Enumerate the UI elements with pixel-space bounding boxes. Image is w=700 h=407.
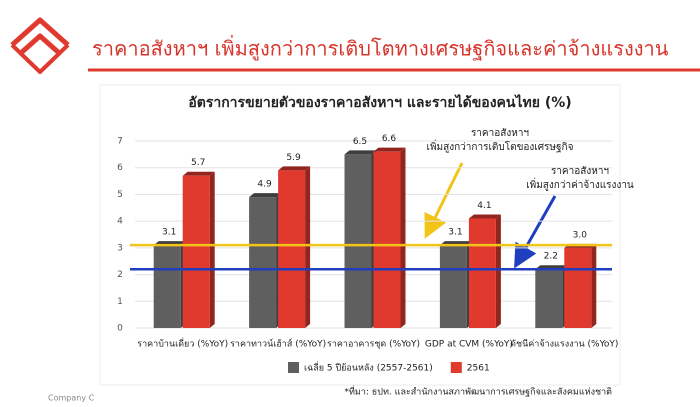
annotation: ราคาอสังหาฯ [551, 166, 609, 177]
bar-top [373, 147, 406, 152]
bar [278, 170, 306, 328]
bar [249, 197, 277, 328]
y-tick-label: 2 [117, 270, 123, 280]
y-tick-label: 3 [117, 243, 123, 253]
arrow [424, 162, 464, 239]
value-label: 3.1 [448, 228, 462, 238]
bar [373, 151, 401, 328]
value-label: 5.9 [286, 153, 301, 163]
bar-top [182, 171, 215, 176]
bar-top [249, 193, 282, 198]
bar-top [468, 214, 501, 219]
y-tick-label: 5 [117, 190, 123, 200]
x-tick-label: ราคาอาคารชุด (%YoY) [327, 340, 420, 350]
value-label: 6.6 [382, 134, 397, 144]
bar-side [305, 166, 311, 328]
bar [344, 154, 372, 328]
bar [468, 218, 496, 328]
value-label: 3.1 [162, 228, 176, 238]
bar [182, 175, 210, 328]
bar [564, 247, 592, 328]
x-tick-label: ดัชนีค่าจ้างแรงงาน (%YoY) [510, 339, 618, 350]
company: Company C [48, 394, 95, 403]
value-label: 4.1 [477, 201, 491, 211]
y-tick-label: 7 [117, 137, 123, 147]
y-tick-label: 1 [117, 297, 123, 307]
slide-title: ราคาอสังหาฯ เพิ่มสูงกว่าการเติบโตทางเศรษ… [92, 35, 669, 62]
x-tick-label: GDP at CVM (%YoY) [425, 340, 513, 350]
value-label: 6.5 [353, 137, 367, 147]
legend-swatch [450, 362, 462, 373]
x-tick-label: ราคาบ้านเดี่ยว (%YoY) [137, 337, 228, 350]
legend-swatch [288, 362, 299, 373]
source-note: *ที่มา: ธปท. และสำนักงานสภาพัฒนาการเศรษฐ… [344, 385, 612, 398]
legend-label: เฉลี่ย 5 ปีย้อนหลัง (2557-2561) [304, 361, 433, 374]
bar [535, 269, 563, 328]
annotation: ราคาอสังหาฯ [471, 128, 529, 139]
bar-side [495, 214, 501, 328]
bar-top [344, 150, 377, 155]
y-tick-label: 0 [117, 324, 123, 334]
value-label: 5.7 [191, 158, 205, 168]
bar-side [591, 243, 597, 328]
value-label: 4.9 [257, 180, 272, 190]
annotation: เพิ่มสูงกว่าการเติบโตของเศรษฐกิจ [427, 139, 574, 153]
legend-label: 2561 [467, 364, 490, 374]
annotation: เพิ่มสูงกว่าค่าจ้างแรงงาน [526, 177, 634, 191]
chart-title: อัตราการขยายตัวของราคาอสังหาฯ และรายได้ข… [188, 93, 571, 111]
bar-side [400, 147, 406, 328]
bar-top [278, 166, 311, 171]
value-label: 3.0 [573, 230, 588, 240]
y-tick-label: 4 [117, 217, 123, 227]
bar-side [209, 171, 215, 328]
bar [153, 245, 181, 328]
value-label: 2.2 [544, 252, 558, 262]
bar [439, 245, 467, 328]
x-tick-label: ราคาทาวน์เฮ้าส์ (%YoY) [230, 338, 326, 350]
logo [10, 17, 70, 74]
y-tick-label: 6 [117, 163, 123, 173]
